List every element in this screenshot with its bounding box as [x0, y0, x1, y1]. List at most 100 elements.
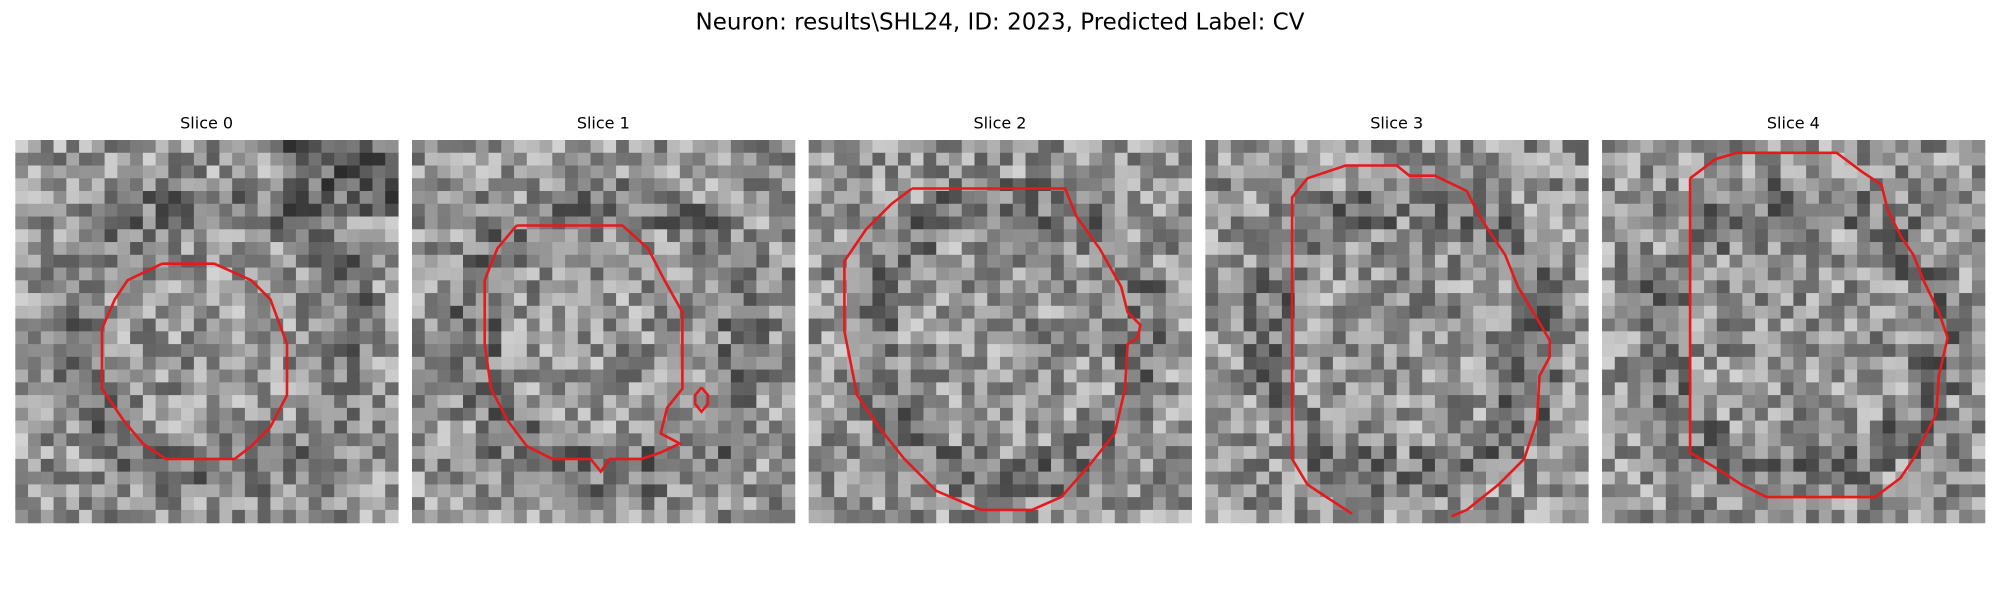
pixel	[1383, 407, 1398, 422]
pixel	[936, 318, 950, 332]
pixel	[334, 152, 348, 167]
pixel	[1320, 407, 1334, 422]
pixel	[1857, 191, 1871, 205]
pixel	[1307, 293, 1321, 307]
pixel	[1165, 305, 1180, 320]
pixel	[1025, 229, 1039, 243]
pixel	[1602, 446, 1616, 460]
pixel	[603, 140, 617, 154]
pixel	[1498, 433, 1513, 447]
pixel	[475, 446, 490, 460]
pixel	[219, 484, 233, 498]
pixel	[66, 420, 80, 434]
pixel	[142, 344, 157, 358]
pixel	[1755, 293, 1769, 307]
pixel	[257, 497, 272, 511]
pixel	[1358, 216, 1372, 230]
pixel	[1498, 356, 1513, 371]
pixel	[130, 216, 144, 230]
pixel	[1269, 497, 1283, 511]
pixel	[1025, 344, 1039, 358]
pixel	[1691, 305, 1705, 320]
pixel	[1256, 331, 1270, 345]
pixel	[1602, 471, 1616, 485]
pixel	[1920, 203, 1935, 218]
pixel	[1307, 382, 1321, 396]
pixel	[28, 267, 42, 281]
pixel	[539, 369, 553, 383]
pixel	[526, 356, 541, 371]
pixel	[628, 152, 643, 167]
pixel	[872, 178, 886, 192]
pixel	[1332, 382, 1347, 396]
pixel	[1294, 433, 1308, 447]
pixel	[961, 216, 976, 230]
pixel	[1102, 484, 1116, 498]
pixel	[1025, 356, 1039, 371]
pixel	[834, 497, 848, 511]
pixel	[974, 216, 988, 230]
pixel	[1908, 280, 1922, 294]
pixel	[730, 484, 745, 498]
pixel	[501, 165, 515, 179]
pixel	[679, 280, 694, 294]
pixel	[1012, 509, 1027, 524]
pixel	[1755, 407, 1769, 422]
pixel	[859, 152, 874, 167]
pixel	[1959, 344, 1973, 358]
pixel	[730, 344, 745, 358]
pixel	[321, 242, 335, 256]
pixel	[1383, 433, 1398, 447]
pixel	[885, 178, 899, 192]
pixel	[1742, 305, 1756, 320]
pixel	[616, 484, 630, 498]
pixel	[385, 305, 399, 320]
pixel	[552, 293, 566, 307]
pixel	[79, 458, 93, 473]
pixel	[769, 242, 783, 256]
pixel	[910, 407, 925, 422]
pixel	[411, 382, 426, 396]
pixel	[1793, 254, 1807, 269]
pixel	[1460, 344, 1474, 358]
pixel	[1575, 382, 1589, 396]
pixel	[1549, 497, 1564, 511]
pixel	[1371, 165, 1385, 179]
pixel	[488, 280, 502, 294]
pixel	[1165, 280, 1180, 294]
pixel	[1614, 293, 1629, 307]
pixel	[1780, 497, 1794, 511]
pixel	[1396, 229, 1411, 243]
pixel	[1230, 140, 1245, 154]
pixel	[846, 152, 861, 167]
pixel	[590, 191, 604, 205]
pixel	[936, 293, 950, 307]
pixel	[1089, 356, 1103, 371]
pixel	[155, 140, 169, 154]
pixel	[1383, 140, 1398, 154]
pixel	[1345, 369, 1360, 383]
pixel	[1933, 165, 1948, 179]
pixel	[628, 318, 643, 332]
pixel	[1012, 203, 1027, 218]
pixel	[1256, 356, 1270, 371]
pixel	[1485, 369, 1500, 383]
pixel	[15, 433, 29, 447]
pixel	[463, 484, 477, 498]
pixel	[1971, 433, 1986, 447]
pixel	[1114, 433, 1129, 447]
pixel	[91, 229, 106, 243]
pixel	[1742, 191, 1756, 205]
pixel	[1460, 331, 1474, 345]
pixel	[1038, 509, 1052, 524]
pixel	[295, 446, 310, 460]
pixel	[424, 395, 439, 409]
pixel	[1218, 369, 1232, 383]
pixel	[834, 356, 848, 371]
pixel	[1511, 433, 1525, 447]
pixel	[628, 446, 643, 460]
panel-title: Slice 1	[577, 114, 630, 133]
pixel	[1767, 420, 1782, 434]
pixel	[28, 382, 42, 396]
pixel	[321, 178, 335, 192]
